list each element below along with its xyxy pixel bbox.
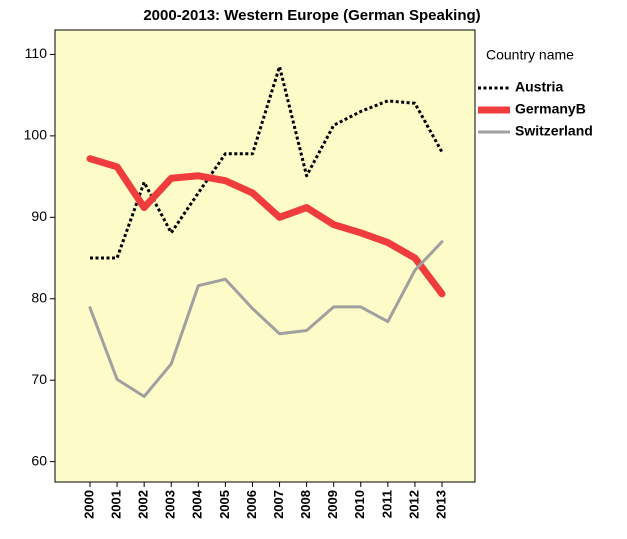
- x-tick-label: 2010: [352, 490, 367, 519]
- legend-label: Austria: [515, 79, 563, 95]
- y-tick-label: 70: [31, 371, 47, 387]
- series-line: [88, 240, 444, 398]
- series-line: [90, 65, 444, 260]
- x-tick-label: 2003: [163, 490, 178, 519]
- x-tick-label: 2013: [433, 490, 448, 519]
- x-tick-label: 2007: [271, 490, 286, 519]
- x-tick-label: 2000: [81, 490, 96, 519]
- y-tick-label: 100: [24, 127, 48, 143]
- x-tick-label: 2004: [190, 489, 205, 519]
- y-tick-label: 60: [31, 452, 47, 468]
- x-tick-label: 2012: [406, 490, 421, 519]
- legend-title: Country name: [486, 47, 574, 63]
- x-tick-label: 2002: [136, 490, 151, 519]
- x-tick-label: 2009: [325, 490, 340, 519]
- x-tick-label: 2008: [298, 490, 313, 519]
- chart-title: 2000-2013: Western Europe (German Speaki…: [143, 7, 480, 24]
- y-tick-label: 90: [31, 208, 47, 224]
- x-tick-label: 2006: [244, 490, 259, 519]
- x-tick-label: 2005: [217, 490, 232, 519]
- x-tick-label: 2011: [379, 490, 394, 518]
- legend-label: Switzerland: [515, 123, 593, 139]
- y-tick-label: 80: [31, 289, 47, 305]
- x-tick-label: 2001: [109, 490, 124, 519]
- y-tick-label: 110: [25, 45, 48, 61]
- series-line: [86, 155, 446, 298]
- legend-label: GermanyB: [515, 101, 586, 117]
